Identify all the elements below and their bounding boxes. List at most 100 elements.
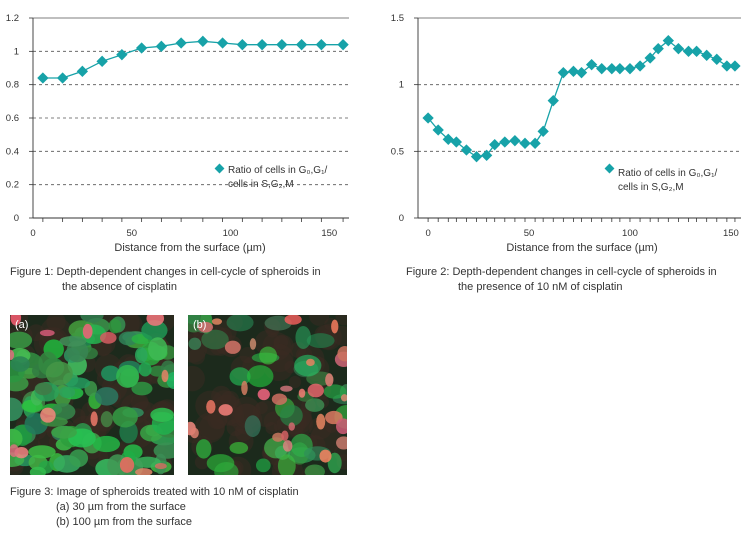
red-cell xyxy=(306,358,315,367)
red-cell xyxy=(224,340,241,354)
red-cell xyxy=(325,373,334,387)
green-cell xyxy=(246,365,274,388)
c1-ytick-label: 1 xyxy=(14,46,19,57)
c1-xtick-label: 150 xyxy=(321,228,337,239)
green-cell xyxy=(259,346,278,365)
red-cell xyxy=(198,321,214,333)
green-cell xyxy=(34,382,53,396)
c1-data-point xyxy=(295,39,308,51)
red-cell xyxy=(336,436,347,450)
figure-3-caption-line1: Figure 3: Image of spheroids treated wit… xyxy=(10,486,299,498)
spheroid-image-a: (a) xyxy=(10,315,174,475)
c1-data-point xyxy=(56,72,69,84)
image-a-label: (a) xyxy=(15,319,29,331)
red-cell xyxy=(340,394,347,402)
green-cell xyxy=(188,337,202,350)
background-blob xyxy=(239,346,256,364)
red-cell xyxy=(337,346,347,362)
chart1-grid xyxy=(33,17,349,186)
figure-3-caption: Figure 3: Image of spheroids treated wit… xyxy=(10,485,299,530)
c1-xtick-label: 0 xyxy=(30,228,35,239)
green-cell xyxy=(108,318,122,334)
c1-ytick-label: 0.2 xyxy=(6,180,19,191)
red-cell xyxy=(154,462,167,470)
red-cell xyxy=(307,383,324,398)
red-cell xyxy=(190,427,199,439)
red-cell xyxy=(249,338,257,350)
red-cell xyxy=(319,449,332,463)
c1-ytick-label: 0 xyxy=(14,213,19,224)
green-cell xyxy=(195,439,212,459)
green-cell xyxy=(305,398,325,412)
c1-data-point xyxy=(116,49,128,61)
c1-data-point xyxy=(256,39,268,51)
green-cell xyxy=(201,329,229,350)
red-cell xyxy=(206,399,216,414)
c1-ytick-label: 1.2 xyxy=(6,13,19,24)
chart1-xticks: 0 50 100 150 xyxy=(30,218,344,239)
red-cell xyxy=(298,388,306,398)
figure-2-caption-line1: Figure 2: Depth-dependent changes in cel… xyxy=(406,266,717,278)
red-cell xyxy=(281,430,289,441)
figure-3-caption-line2: (a) 30 µm from the surface xyxy=(56,501,186,513)
green-cell xyxy=(141,320,168,341)
green-cell xyxy=(279,404,303,427)
c1-data-point xyxy=(175,37,187,49)
background-blob xyxy=(255,401,268,415)
background-blob xyxy=(27,324,45,342)
red-cell xyxy=(10,444,19,458)
c1-ytick-label: 0.6 xyxy=(6,113,19,124)
green-cell xyxy=(94,387,119,406)
chart1-points xyxy=(37,35,349,84)
chart1-legend: Ratio of cells in G₀,G₁/ cells in S,G₂,M xyxy=(214,163,327,190)
red-cell xyxy=(10,315,22,326)
red-cell xyxy=(10,349,15,361)
green-cell xyxy=(92,435,121,453)
green-cell xyxy=(59,386,76,399)
figure-3-caption-line3: (b) 100 µm from the surface xyxy=(56,516,192,528)
background-blob xyxy=(46,315,66,332)
red-cell xyxy=(284,315,302,325)
green-cell xyxy=(45,361,73,386)
green-cell xyxy=(304,464,325,475)
background-blob xyxy=(265,421,278,435)
green-cell xyxy=(294,354,322,377)
green-cell xyxy=(101,365,120,382)
green-cell xyxy=(28,445,56,459)
red-cell xyxy=(336,418,347,435)
c1-data-point xyxy=(37,72,49,84)
green-cell xyxy=(29,466,47,475)
green-cell xyxy=(69,449,89,468)
green-cell xyxy=(226,315,254,332)
red-cell xyxy=(146,315,165,326)
red-cell xyxy=(257,388,270,401)
red-cell xyxy=(241,380,248,396)
c1-data-point xyxy=(315,39,328,51)
green-cell xyxy=(323,384,347,399)
green-cell xyxy=(277,454,296,475)
chart1-legend-line2: cells in S,G₂,M xyxy=(228,179,294,190)
red-cell xyxy=(99,331,117,344)
red-cell xyxy=(161,369,169,383)
green-cell xyxy=(134,347,148,364)
green-cell xyxy=(138,362,152,377)
c1-data-point xyxy=(135,42,148,54)
red-cell xyxy=(331,319,339,334)
spheroid-image-b: (b) xyxy=(188,315,347,475)
background-blob xyxy=(335,315,347,326)
chart1-series-line xyxy=(42,40,344,79)
red-cell xyxy=(282,440,293,452)
red-cell xyxy=(288,422,295,431)
red-cell xyxy=(90,411,98,427)
green-cell xyxy=(295,325,311,349)
green-cell xyxy=(51,425,77,439)
c1-ytick-label: 0.8 xyxy=(6,80,19,91)
green-cell xyxy=(214,461,239,475)
green-cell xyxy=(10,428,23,449)
green-cell xyxy=(59,335,87,347)
figure-1-caption-line2: the absence of cisplatin xyxy=(62,281,177,293)
c1-data-point xyxy=(155,40,168,52)
red-cell xyxy=(272,432,284,442)
red-cell xyxy=(218,404,233,416)
